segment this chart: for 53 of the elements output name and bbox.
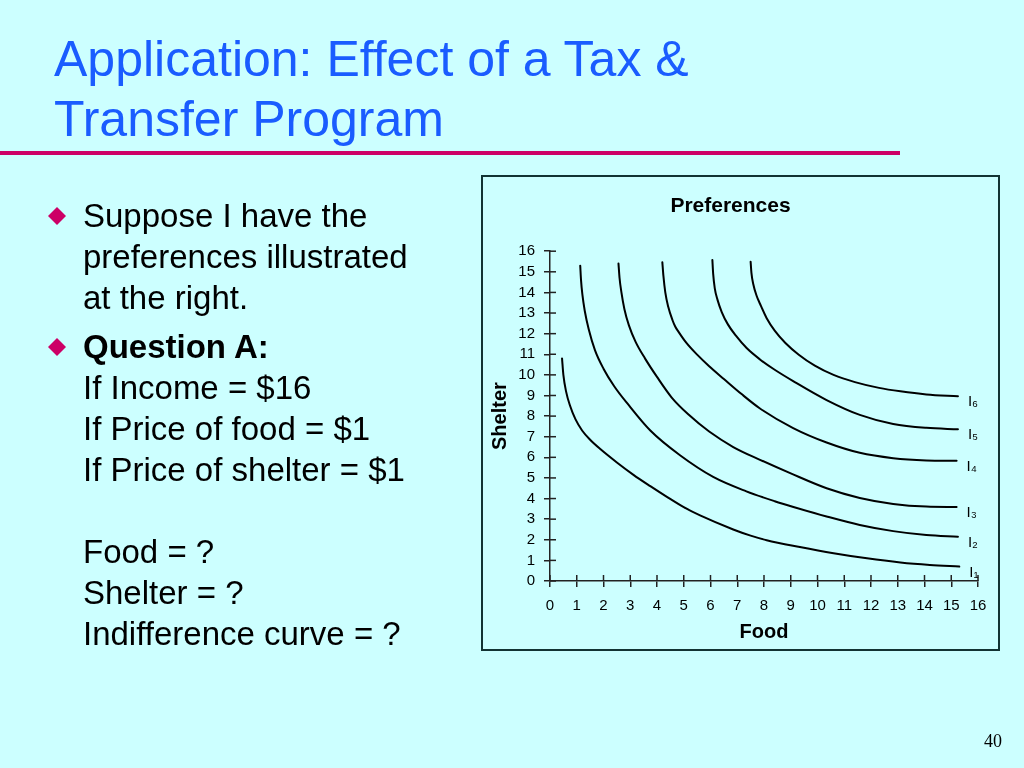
chart-subtitle: Preferences — [670, 193, 791, 217]
series-label: I₄ — [966, 456, 977, 474]
series-label: I₅ — [967, 425, 979, 443]
x-tick-label: 2 — [599, 596, 608, 614]
y-tick-label: 10 — [518, 365, 535, 383]
y-tick-label: 14 — [518, 282, 535, 300]
x-tick-label: 12 — [862, 596, 880, 614]
line-series — [711, 259, 959, 431]
y-tick-label: 8 — [526, 406, 535, 424]
text: Suppose I have the preferences illustrated at the right. — [83, 196, 409, 318]
x-tick-label: 6 — [706, 596, 715, 614]
y-tick-label: 12 — [518, 323, 535, 341]
y-tick-label: 15 — [518, 261, 535, 279]
y-tick-label: 2 — [526, 529, 535, 547]
text: Question A: If Income = $16 If Price of food = $1 If Price of shelter = $1 Food = ? Shelter = ? Indifference curve = ? — [83, 328, 405, 652]
y-tick-label: 5 — [526, 468, 535, 486]
chart-title: Application: Effect of a Tax & Transfer Program — [54, 30, 690, 149]
series-label: I₂ — [967, 532, 979, 550]
text: 40 — [984, 731, 1002, 752]
y-tick-label: 1 — [526, 550, 535, 568]
y-tick-label: 7 — [526, 426, 535, 444]
x-tick-label: 0 — [545, 596, 555, 614]
y-tick-label: 6 — [526, 447, 535, 465]
x-tick-label: 14 — [916, 596, 933, 614]
y-tick-label: 3 — [526, 509, 535, 527]
y-tick-label: 9 — [526, 385, 535, 403]
line-series — [579, 264, 959, 538]
line-series — [749, 260, 959, 398]
y-tick-label: 4 — [526, 488, 535, 506]
x-tick-label: 11 — [836, 596, 853, 614]
y-tick-label: 16 — [518, 241, 535, 259]
x-tick-label: 13 — [889, 596, 907, 614]
x-axis-title: Food — [739, 619, 789, 642]
line-series — [561, 357, 961, 568]
x-tick-label: 5 — [679, 596, 688, 614]
series-label: I₃ — [966, 503, 977, 521]
series-label: I₆ — [967, 392, 979, 410]
x-tick-label: 4 — [652, 596, 662, 614]
x-tick-label: 3 — [626, 596, 635, 614]
y-tick-label: 11 — [519, 344, 535, 362]
x-tick-label: 10 — [809, 596, 826, 614]
y-axis-title: Shelter — [487, 381, 510, 451]
line-series — [617, 262, 958, 508]
x-tick-label: 9 — [786, 596, 795, 614]
x-tick-label: 7 — [733, 596, 742, 614]
y-tick-label: 0 — [526, 571, 535, 589]
series-label: I₁ — [969, 562, 979, 580]
x-tick-label: 1 — [572, 596, 581, 614]
x-tick-label: 16 — [969, 596, 987, 614]
line-series — [661, 261, 958, 462]
x-tick-label: 15 — [942, 596, 960, 614]
y-tick-label: 13 — [518, 303, 535, 321]
x-tick-label: 8 — [759, 596, 769, 614]
